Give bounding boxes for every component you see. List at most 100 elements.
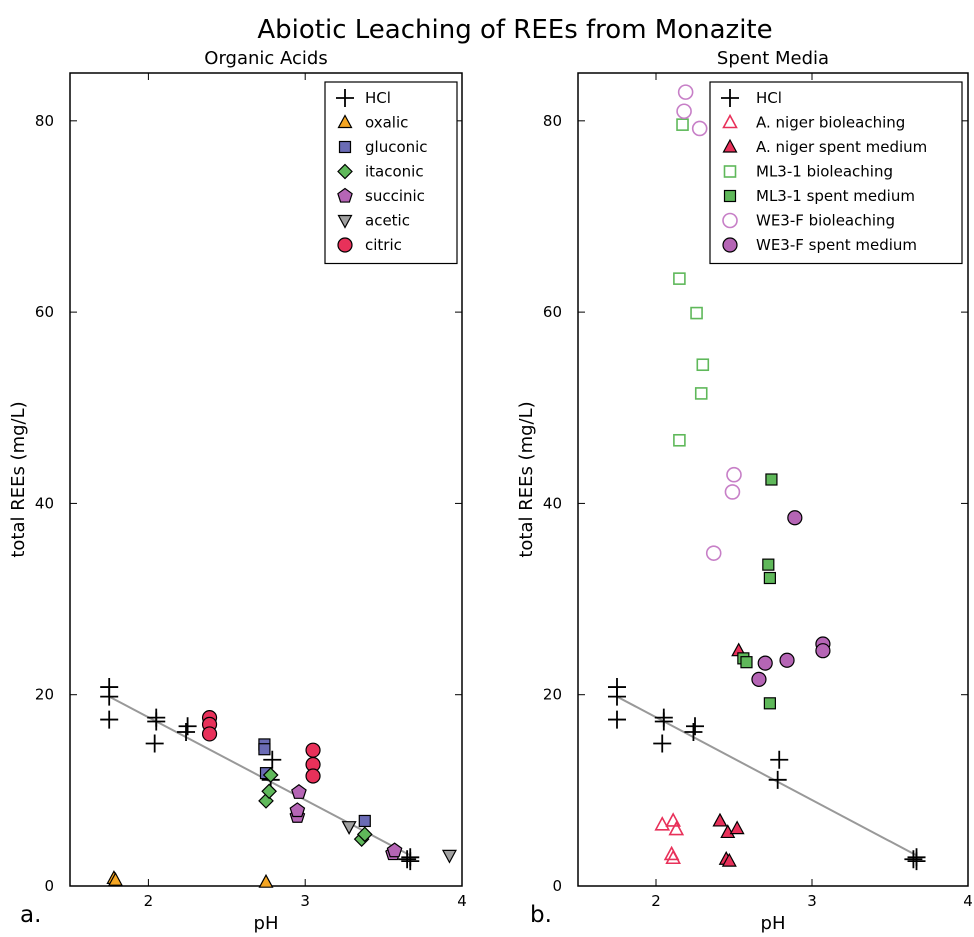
- data-point: [147, 708, 166, 727]
- x-tick-label: 4: [963, 892, 973, 910]
- x-axis-label: pH: [254, 913, 279, 934]
- legend-label: HCl: [756, 89, 782, 107]
- legend-label: A. niger bioleaching: [756, 114, 905, 132]
- data-point: [712, 812, 728, 827]
- data-point: [262, 767, 279, 783]
- legend-marker: [337, 237, 353, 253]
- legend-label: succinic: [365, 187, 425, 205]
- y-tick-label: 20: [543, 686, 562, 704]
- data-point: [787, 510, 803, 526]
- data-point: [341, 821, 357, 835]
- data-point: [673, 272, 686, 285]
- legend-marker: [722, 113, 738, 129]
- data-point: [654, 708, 673, 727]
- data-point: [258, 873, 274, 888]
- y-tick-label: 40: [543, 494, 562, 512]
- data-point: [178, 717, 197, 736]
- legend-label: A. niger spent medium: [756, 138, 927, 156]
- legend-label: itaconic: [365, 163, 424, 181]
- data-point: [386, 842, 403, 858]
- legend-box: [709, 81, 963, 265]
- data-point: [258, 743, 271, 756]
- data-point: [676, 103, 692, 120]
- legend-marker: [338, 140, 352, 154]
- data-point: [768, 770, 787, 789]
- y-tick-label: 60: [543, 303, 562, 321]
- x-axis-label: pH: [761, 913, 786, 934]
- data-point: [668, 820, 685, 836]
- series-succinic: [289, 784, 403, 861]
- data-point: [305, 768, 321, 784]
- data-point: [673, 433, 686, 447]
- data-point: [724, 484, 741, 500]
- data-point: [696, 358, 710, 372]
- data-point: [729, 820, 745, 835]
- legend-label: gluconic: [365, 138, 428, 156]
- data-point: [763, 571, 776, 585]
- legend-label: WE3-F spent medium: [756, 236, 917, 254]
- legend-label: WE3-F bioleaching: [756, 212, 895, 230]
- legend-marker: [336, 89, 354, 107]
- data-point: [779, 652, 795, 668]
- data-point: [305, 742, 321, 758]
- series-ml3-1-bioleaching: [673, 118, 710, 447]
- data-point: [691, 120, 708, 137]
- legend: HCl A. niger bioleaching A. niger spent me…: [709, 81, 963, 265]
- series-we3-f-bioleaching: [676, 84, 742, 561]
- data-point: [676, 118, 689, 131]
- x-tick-label: 2: [144, 892, 154, 910]
- series-hcl: [100, 678, 420, 871]
- data-point: [653, 734, 672, 753]
- data-point: [201, 726, 218, 742]
- figure-title: Abiotic Leaching of REEs from Monazite: [257, 15, 772, 45]
- data-point: [291, 784, 307, 799]
- data-point: [690, 306, 703, 320]
- data-point: [677, 84, 694, 100]
- x-tick-label: 3: [807, 892, 817, 910]
- data-point: [261, 783, 277, 800]
- fit-line: [108, 695, 411, 857]
- data-point: [356, 826, 373, 843]
- legend-label: HCl: [365, 89, 391, 107]
- legend-marker: [337, 214, 353, 229]
- x-tick-label: 2: [651, 892, 661, 910]
- x-tick-label: 3: [300, 892, 310, 910]
- y-tick-label: 0: [44, 877, 54, 895]
- series-itaconic: [258, 767, 373, 847]
- data-point: [608, 687, 626, 706]
- data-point: [751, 671, 767, 688]
- legend-label: citric: [365, 236, 402, 254]
- legend-marker: [337, 187, 353, 203]
- data-point: [721, 852, 737, 867]
- panel-title: Organic Acids: [204, 48, 327, 69]
- data-point: [694, 387, 708, 400]
- data-point: [763, 697, 776, 710]
- legend-label: oxalic: [365, 114, 408, 132]
- series-hcl: [608, 678, 926, 871]
- series-a-niger-bioleaching: [654, 812, 685, 865]
- legend: HCl oxalic gluconic itaconic succinic acetic c…: [324, 81, 458, 265]
- data-point: [720, 824, 736, 839]
- legend-label: ML3-1 bioleaching: [756, 163, 893, 181]
- data-point: [665, 849, 682, 865]
- data-point: [100, 687, 119, 706]
- series-ml3-1-spent-medium: [737, 473, 778, 710]
- legend-label: ML3-1 spent medium: [756, 187, 915, 205]
- data-point: [358, 814, 371, 828]
- data-point: [100, 710, 119, 729]
- data-point: [665, 812, 682, 827]
- data-point: [757, 655, 773, 671]
- data-point: [401, 848, 420, 867]
- plot-frame: [577, 72, 969, 887]
- data-point: [907, 848, 926, 867]
- panel-title: Spent Media: [717, 48, 829, 69]
- series-we3-f-spent-medium: [751, 510, 831, 688]
- series-citric: [201, 710, 321, 784]
- series-acetic: [341, 821, 457, 864]
- data-point: [289, 802, 306, 818]
- data-point: [770, 750, 789, 769]
- legend-marker: [337, 114, 353, 129]
